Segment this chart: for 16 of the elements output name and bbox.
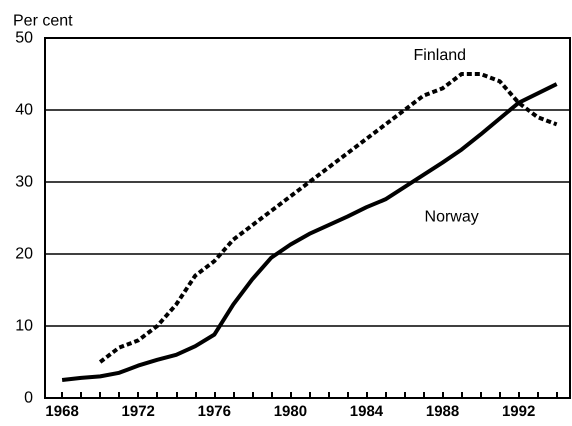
y-tick-label: 30 xyxy=(15,174,34,190)
x-tick-label: 1984 xyxy=(350,403,384,420)
x-tick-label: 1988 xyxy=(426,403,460,420)
series-label: Finland xyxy=(414,47,466,64)
x-tick-label: 1976 xyxy=(198,403,231,420)
y-tick-label: 20 xyxy=(15,246,34,262)
y-axis-title: Per cent xyxy=(13,12,74,30)
x-tick-label: 1992 xyxy=(502,403,536,420)
x-tick-label: 1968 xyxy=(45,403,79,420)
y-tick-label: 10 xyxy=(15,318,34,334)
x-tick-label: 1972 xyxy=(122,403,155,420)
y-tick-label: 50 xyxy=(15,30,34,46)
y-tick-label: 0 xyxy=(24,390,34,406)
y-tick-label: 40 xyxy=(15,102,34,118)
series-label: Norway xyxy=(424,208,479,226)
x-tick-label: 1980 xyxy=(274,403,308,420)
